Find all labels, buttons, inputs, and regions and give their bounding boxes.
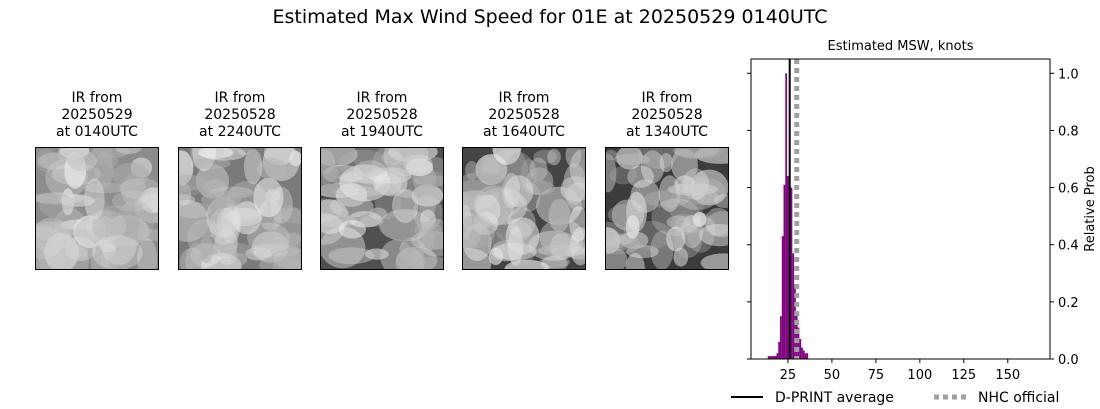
x-tick-label: 50 [824, 368, 841, 383]
thumbnail-title-line1: IR from [71, 90, 123, 106]
histogram-bar [776, 353, 779, 359]
histogram-bar [781, 236, 784, 359]
thumbnail-title: IR from 20250529 at 0140UTC [22, 90, 172, 141]
thumbnail-title-line2: 20250528 [346, 107, 418, 123]
histogram-bar [790, 187, 793, 359]
thumbnail-title-line1: IR from [641, 90, 693, 106]
thumbnail-title: IR from 20250528 at 1340UTC [592, 90, 742, 141]
histogram-bar [799, 339, 802, 359]
x-tick-label: 25 [780, 368, 797, 383]
figure-title: Estimated Max Wind Speed for 01E at 2025… [272, 6, 828, 28]
ir-satellite-image [605, 147, 729, 270]
histogram-bar [797, 327, 800, 359]
ir-satellite-image [178, 147, 302, 270]
legend-label-nhc: NHC official [978, 390, 1059, 406]
thumbnail-title: IR from 20250528 at 2240UTC [165, 90, 315, 141]
thumbnail-title: IR from 20250528 at 1940UTC [307, 90, 457, 141]
y-tick-label: 0.8 [1058, 124, 1079, 139]
cloud-texture [463, 148, 585, 269]
histogram-bar [804, 353, 807, 359]
cloud-texture [606, 148, 728, 269]
thumbnail-title-line3: at 1340UTC [626, 124, 708, 140]
thumbnail-title: IR from 20250528 at 1640UTC [449, 90, 599, 141]
histogram-bar [785, 73, 788, 360]
y-tick-label: 0.2 [1058, 296, 1079, 311]
ir-satellite-image [35, 147, 159, 270]
histogram-bar [767, 356, 770, 359]
histogram-bar [792, 253, 795, 359]
thumbnail-title-line1: IR from [214, 90, 266, 106]
legend-label-dprint: D-PRINT average [775, 390, 894, 406]
y-axis-label: Relative Prob [1083, 166, 1098, 251]
cloud-texture [321, 148, 443, 269]
histogram-bar [780, 316, 782, 359]
thumbnail-title-line1: IR from [356, 90, 408, 106]
thumbnail-title-line3: at 2240UTC [199, 124, 281, 140]
thumbnail-title-line2: 20250528 [204, 107, 276, 123]
y-tick-label: 0.0 [1058, 353, 1079, 368]
y-tick-label: 0.6 [1058, 182, 1079, 197]
histogram-bar [778, 341, 781, 359]
x-tick-label: 125 [951, 368, 976, 383]
plot-frame [750, 58, 1051, 360]
cloud-texture [179, 148, 301, 269]
cloud-texture [36, 148, 158, 269]
chart-title: Estimated MSW, knots [828, 39, 974, 54]
thumbnail-title-line3: at 1640UTC [483, 124, 565, 140]
thumbnail-title-line2: 20250529 [61, 107, 133, 123]
histogram-bar [774, 356, 777, 359]
thumbnail-title-line3: at 1940UTC [341, 124, 423, 140]
thumbnail-title-line2: 20250528 [631, 107, 703, 123]
x-tick-label: 75 [868, 368, 885, 383]
y-tick-label: 0.4 [1058, 239, 1079, 254]
y-tick-label: 1.0 [1058, 67, 1079, 82]
x-tick-label: 100 [907, 368, 932, 383]
histogram-bar [795, 313, 798, 359]
histogram-bar [769, 356, 772, 359]
histogram-bar [802, 350, 805, 359]
thumbnail-title-line1: IR from [498, 90, 550, 106]
histogram-bar [787, 176, 789, 359]
thumbnail-title-line3: at 0140UTC [56, 124, 138, 140]
histogram-bar [772, 356, 775, 359]
histogram-bar [801, 347, 803, 359]
ir-satellite-image [462, 147, 586, 270]
thumbnail-title-line2: 20250528 [488, 107, 560, 123]
histogram-bar [806, 353, 809, 359]
ir-satellite-image [320, 147, 444, 270]
histogram-bar [783, 184, 786, 359]
x-tick-label: 150 [995, 368, 1020, 383]
histogram-bar [771, 356, 773, 359]
